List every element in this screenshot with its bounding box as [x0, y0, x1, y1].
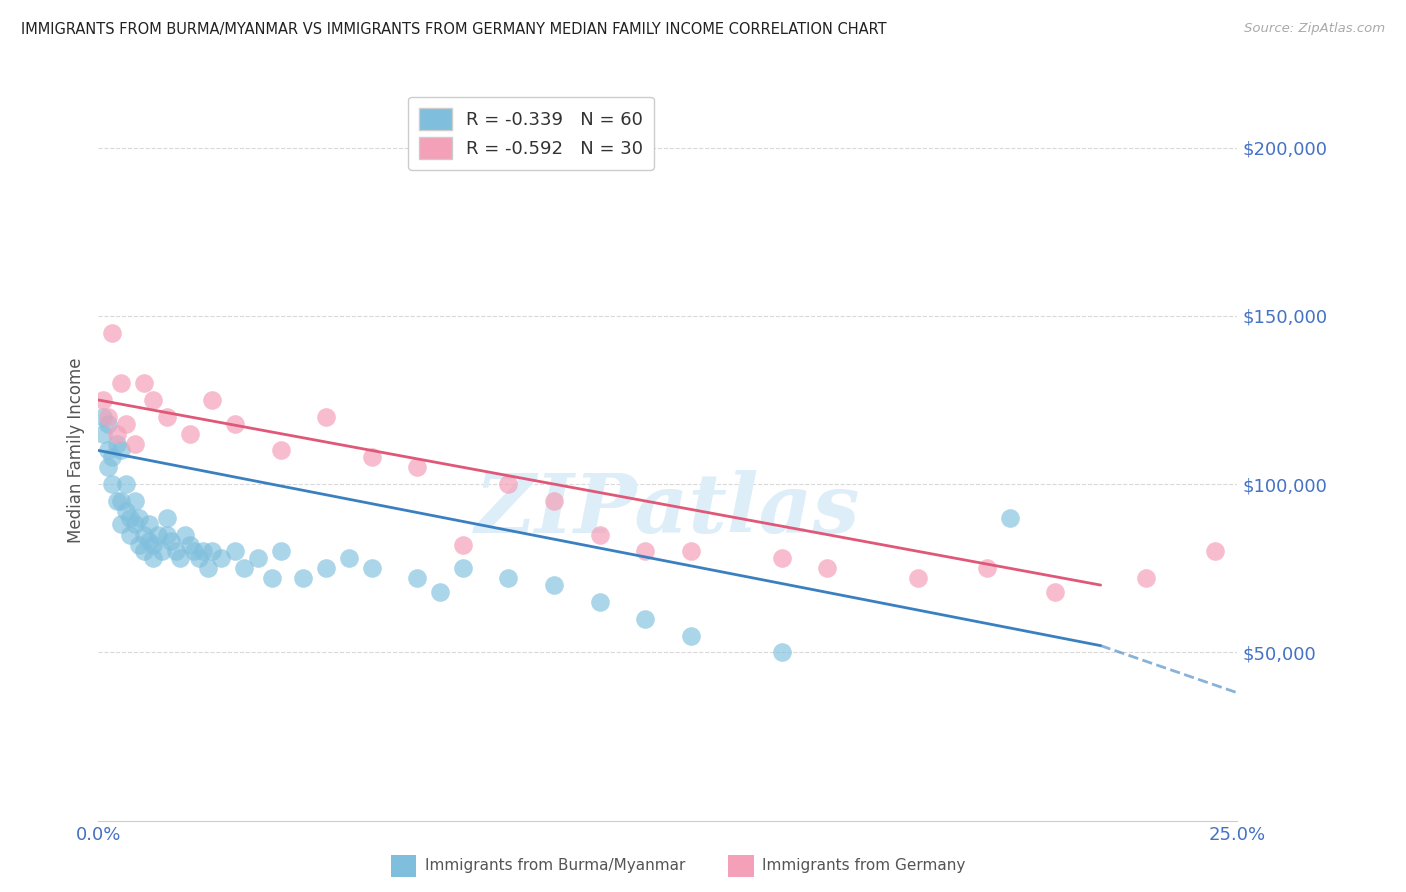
Point [174, 527, 197, 541]
Point [1043, 584, 1066, 599]
Point [451, 538, 474, 552]
Point [588, 595, 610, 609]
Point [187, 551, 209, 566]
Point [224, 544, 246, 558]
Point [150, 544, 173, 558]
Point [634, 612, 657, 626]
Point [114, 417, 136, 431]
Point [337, 551, 360, 566]
Point [588, 527, 610, 541]
Point [634, 544, 657, 558]
Point [120, 510, 142, 524]
Point [679, 628, 702, 642]
Point [96, 443, 118, 458]
Point [183, 544, 205, 558]
Point [120, 527, 142, 541]
Point [201, 392, 224, 407]
Point [160, 534, 183, 549]
Point [246, 551, 269, 566]
Point [132, 544, 155, 558]
Point [233, 561, 256, 575]
Point [91, 426, 114, 441]
Point [193, 544, 215, 558]
Point [110, 376, 132, 391]
Point [406, 460, 429, 475]
Point [976, 561, 998, 575]
Point [146, 527, 169, 541]
Text: ZIPatlas: ZIPatlas [475, 470, 860, 549]
Point [998, 510, 1021, 524]
Point [1135, 571, 1157, 585]
Point [451, 561, 474, 575]
Point [105, 436, 128, 450]
Point [96, 409, 118, 424]
Point [124, 436, 146, 450]
Point [543, 494, 565, 508]
Point [1204, 544, 1226, 558]
Point [770, 645, 793, 659]
Point [429, 584, 451, 599]
Point [105, 426, 128, 441]
Point [179, 538, 201, 552]
Point [110, 494, 132, 508]
Point [142, 551, 165, 566]
Point [128, 510, 150, 524]
Point [169, 551, 191, 566]
Point [165, 544, 187, 558]
Point [91, 392, 114, 407]
Point [543, 578, 565, 592]
Point [96, 460, 118, 475]
Point [179, 426, 201, 441]
Point [770, 551, 793, 566]
Point [101, 326, 124, 340]
Point [114, 504, 136, 518]
Point [156, 510, 179, 524]
Point [128, 538, 150, 552]
Point [201, 544, 224, 558]
Point [270, 443, 292, 458]
Point [315, 409, 337, 424]
Point [406, 571, 429, 585]
Legend: R = -0.339   N = 60, R = -0.592   N = 30: R = -0.339 N = 60, R = -0.592 N = 30 [408, 96, 654, 169]
Y-axis label: Median Family Income: Median Family Income [66, 358, 84, 543]
Point [360, 561, 382, 575]
Point [110, 517, 132, 532]
Point [679, 544, 702, 558]
Point [270, 544, 292, 558]
Point [260, 571, 283, 585]
Point [110, 443, 132, 458]
Point [815, 561, 838, 575]
Point [498, 477, 520, 491]
Text: Immigrants from Germany: Immigrants from Germany [762, 858, 966, 872]
Point [907, 571, 929, 585]
Point [124, 494, 146, 508]
Point [156, 527, 179, 541]
Text: Immigrants from Burma/Myanmar: Immigrants from Burma/Myanmar [425, 858, 685, 872]
Point [101, 477, 124, 491]
Point [209, 551, 232, 566]
Point [498, 571, 520, 585]
Point [138, 534, 160, 549]
Point [360, 450, 382, 465]
Point [142, 538, 165, 552]
Text: Source: ZipAtlas.com: Source: ZipAtlas.com [1244, 22, 1385, 36]
Point [105, 494, 128, 508]
Point [292, 571, 315, 585]
Point [132, 376, 155, 391]
Point [101, 450, 124, 465]
Point [156, 409, 179, 424]
Point [91, 409, 114, 424]
Point [132, 527, 155, 541]
Point [124, 517, 146, 532]
Point [224, 417, 246, 431]
Point [197, 561, 219, 575]
Point [114, 477, 136, 491]
Point [138, 517, 160, 532]
Text: IMMIGRANTS FROM BURMA/MYANMAR VS IMMIGRANTS FROM GERMANY MEDIAN FAMILY INCOME CO: IMMIGRANTS FROM BURMA/MYANMAR VS IMMIGRA… [21, 22, 887, 37]
Point [142, 392, 165, 407]
Point [96, 417, 118, 431]
Point [315, 561, 337, 575]
